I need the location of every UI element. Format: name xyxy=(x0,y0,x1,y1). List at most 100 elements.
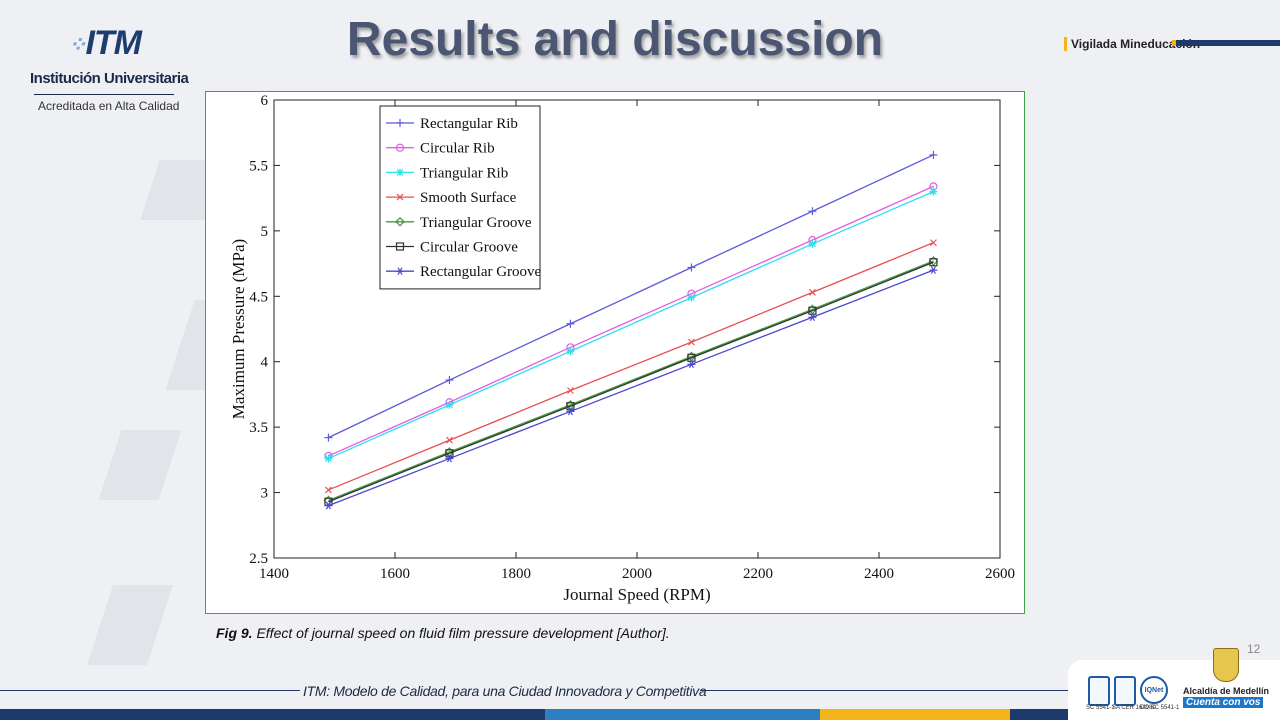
legend-label: Smooth Surface xyxy=(420,190,517,206)
vigilada-rule-accent xyxy=(1172,40,1176,46)
data-point xyxy=(445,376,454,385)
data-point xyxy=(323,495,334,506)
legend-marker xyxy=(396,193,404,201)
vigilada-accent xyxy=(1064,37,1067,51)
series-line xyxy=(328,242,934,491)
data-point xyxy=(686,351,697,362)
icontec-cert-icon xyxy=(1088,676,1110,706)
x-tick-label: 2200 xyxy=(743,566,773,582)
data-point xyxy=(445,400,454,409)
y-tick-label: 4 xyxy=(261,355,269,371)
footer-slogan: ITM: Modelo de Calidad, para una Ciudad … xyxy=(303,683,707,699)
bg-stripe xyxy=(87,585,173,665)
legend-label: Circular Rib xyxy=(420,141,495,157)
vigilada-badge: Vigilada Mineducación xyxy=(1064,36,1200,52)
legend-label: Rectangular Rib xyxy=(420,116,518,132)
series-line xyxy=(328,260,934,502)
caption-text: Effect of journal speed on fluid film pr… xyxy=(252,625,670,641)
figure-frame: 1400 1600 1800 2000 2200 2400 2600 2.5 3 3.5 4 4.5 5… xyxy=(205,91,1025,614)
x-tick-label: 1400 xyxy=(259,566,289,582)
data-point xyxy=(808,306,817,315)
logo-mark-text: ITM xyxy=(85,24,142,62)
footer-rule-left xyxy=(0,690,300,691)
data-point xyxy=(324,433,333,442)
cert-code-2: SA CER 164980 xyxy=(1112,705,1156,711)
data-point xyxy=(445,454,454,463)
data-point xyxy=(928,256,939,266)
bottom-bar-segment xyxy=(545,709,820,720)
cert-code-1: SC 5541-1 xyxy=(1086,705,1115,711)
bg-stripe xyxy=(98,430,182,500)
legend-marker xyxy=(395,242,405,251)
medellin-slogan: Cuenta con vos xyxy=(1183,697,1264,708)
bottom-bar-segment xyxy=(820,709,1010,720)
data-point xyxy=(688,338,695,346)
data-point xyxy=(687,353,696,362)
chart-legend: Rectangular Rib Circular Rib Triangular Ri… xyxy=(379,105,542,290)
x-tick-label: 1600 xyxy=(380,566,410,582)
data-point xyxy=(808,207,817,216)
x-axis-label: Journal Speed (RPM) xyxy=(563,585,710,604)
cert-code-3: CO SC 5541-1 xyxy=(1140,705,1180,711)
y-tick-label: 2.5 xyxy=(249,551,268,567)
legend-marker xyxy=(395,216,405,227)
slide-title: Results and discussion xyxy=(346,13,884,66)
data-point xyxy=(687,263,696,272)
data-point xyxy=(809,288,816,296)
legend-marker xyxy=(396,168,404,177)
vigilada-text: Vigilada Mineducación xyxy=(1071,37,1201,51)
y-tick-label: 6 xyxy=(261,93,269,109)
medellin-crest-icon xyxy=(1213,648,1239,682)
data-point xyxy=(566,347,575,356)
data-point xyxy=(929,187,938,196)
legend-marker xyxy=(396,119,404,127)
data-point xyxy=(566,407,575,416)
chart-series xyxy=(323,150,939,510)
data-point xyxy=(324,501,333,510)
x-tick-label: 2000 xyxy=(622,566,652,582)
x-tick-label: 1800 xyxy=(501,566,531,582)
x-tick-label: 2400 xyxy=(864,566,894,582)
itm-logo-mark: ⁘ITM xyxy=(68,24,142,63)
bottom-bar-segment xyxy=(0,709,545,720)
data-point xyxy=(929,150,938,159)
data-point xyxy=(929,266,938,274)
x-tick-label: 2600 xyxy=(985,566,1015,582)
legend-marker xyxy=(395,143,405,152)
vigilada-rule xyxy=(1172,40,1280,46)
data-point xyxy=(566,402,575,411)
logo-dots-icon: ⁘ xyxy=(68,32,86,58)
accreditation-text: Acreditada en Alta Calidad xyxy=(38,99,180,113)
itm-logo: ⁘ITM Institución Universitaria Acreditad… xyxy=(28,24,189,120)
data-point xyxy=(444,447,455,457)
footer-rule-right xyxy=(700,690,1080,691)
chart-axes: 1400 1600 1800 2000 2200 2400 2600 2.5 3 3.5 4 4.5 5… xyxy=(229,93,1015,604)
y-axis-label: Maximum Pressure (MPa) xyxy=(229,239,248,419)
data-point xyxy=(565,400,576,410)
data-point xyxy=(808,313,817,322)
data-point xyxy=(930,239,937,247)
iqnet-cert-icon: IQNet xyxy=(1140,676,1168,704)
series-line xyxy=(328,154,934,439)
series-line xyxy=(328,191,934,460)
figure-caption: Fig 9. Effect of journal speed on fluid … xyxy=(216,625,670,641)
series-line xyxy=(328,261,934,503)
data-point xyxy=(446,436,453,444)
legend-label: Triangular Groove xyxy=(420,215,532,231)
data-point xyxy=(807,304,818,315)
caption-label: Fig 9. xyxy=(216,625,253,641)
y-tick-label: 5 xyxy=(261,224,269,240)
data-point xyxy=(687,293,696,302)
legend-label: Circular Groove xyxy=(420,240,518,256)
legend-label: Triangular Rib xyxy=(420,165,508,181)
data-point xyxy=(325,486,332,494)
institution-name: Institución Universitaria xyxy=(30,70,189,87)
data-point xyxy=(445,449,454,458)
medellin-name: Alcaldía de Medellín xyxy=(1183,686,1270,696)
page-number: 12 xyxy=(1247,642,1261,656)
y-tick-label: 3.5 xyxy=(249,420,268,436)
y-tick-label: 3 xyxy=(261,486,269,502)
icontec-cert-icon xyxy=(1114,676,1136,706)
series-line xyxy=(328,185,934,457)
logo-divider xyxy=(34,94,174,95)
